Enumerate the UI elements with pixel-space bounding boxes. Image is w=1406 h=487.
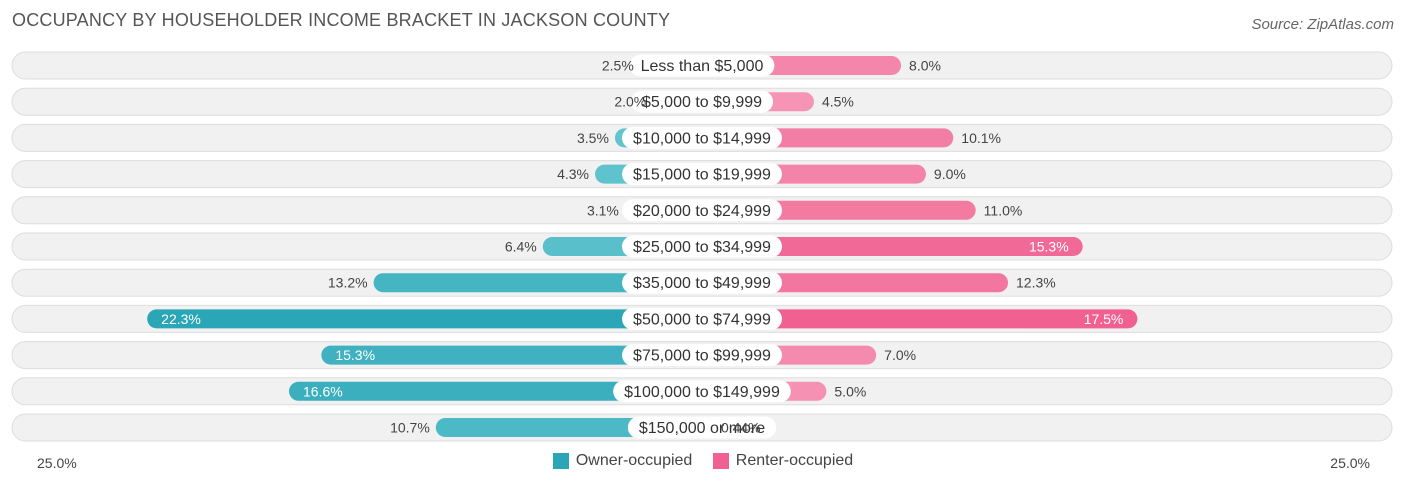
category-label: $35,000 to $49,999 bbox=[633, 275, 771, 292]
legend-label-renter: Renter-occupied bbox=[735, 452, 854, 469]
category-label-pill bbox=[627, 416, 777, 439]
category-label-pill bbox=[622, 344, 782, 367]
category-label: $15,000 to $19,999 bbox=[633, 167, 771, 184]
owner-value-label: 2.0% bbox=[614, 94, 646, 110]
category-label-pill bbox=[630, 90, 774, 113]
owner-value-label: 6.4% bbox=[505, 239, 537, 255]
renter-value-label: 5.0% bbox=[834, 383, 866, 399]
renter-value-label: 8.0% bbox=[909, 58, 941, 74]
owner-bar bbox=[321, 345, 702, 365]
renter-value-label: 12.3% bbox=[1016, 275, 1056, 291]
category-label-pill bbox=[622, 307, 782, 330]
legend-item-owner: Owner-occupied bbox=[552, 452, 693, 470]
chart-title: OCCUPANCY BY HOUSEHOLDER INCOME BRACKET … bbox=[12, 10, 671, 30]
category-label-pill bbox=[622, 271, 782, 294]
source-label: Source: ZipAtlas.com bbox=[1251, 16, 1394, 33]
renter-bar bbox=[702, 309, 1138, 329]
category-label: $25,000 to $34,999 bbox=[633, 239, 771, 256]
renter-value-label: 15.3% bbox=[1029, 239, 1069, 255]
owner-value-label: 3.5% bbox=[577, 130, 609, 146]
renter-bar bbox=[702, 237, 1083, 256]
category-label-pill bbox=[629, 54, 775, 77]
owner-bar bbox=[147, 309, 702, 329]
category-label: $10,000 to $14,999 bbox=[633, 130, 771, 147]
category-label-pill bbox=[622, 163, 782, 186]
legend: Owner-occupied Renter-occupied bbox=[0, 452, 1406, 474]
owner-value-label: 10.7% bbox=[390, 420, 430, 436]
renter-value-label: 0.44% bbox=[721, 420, 761, 436]
owner-bar bbox=[288, 381, 702, 401]
legend-swatch-renter bbox=[712, 453, 729, 469]
renter-value-label: 7.0% bbox=[884, 347, 916, 363]
owner-value-label: 3.1% bbox=[587, 202, 619, 218]
category-label: $100,000 to $149,999 bbox=[624, 384, 780, 401]
owner-value-label: 2.5% bbox=[602, 58, 634, 74]
category-label: $5,000 to $9,999 bbox=[642, 94, 762, 111]
owner-value-label: 4.3% bbox=[557, 166, 589, 182]
owner-value-label: 15.3% bbox=[335, 347, 375, 363]
owner-bar bbox=[373, 273, 702, 293]
category-label: $50,000 to $74,999 bbox=[633, 311, 771, 328]
axis-label-left: 25.0% bbox=[37, 455, 77, 471]
category-label: $20,000 to $24,999 bbox=[633, 203, 771, 220]
category-label: $75,000 to $99,999 bbox=[633, 348, 771, 365]
category-label: $150,000 or more bbox=[639, 420, 765, 437]
renter-value-label: 10.1% bbox=[961, 130, 1001, 146]
renter-value-label: 17.5% bbox=[1084, 311, 1124, 327]
legend-label-owner: Owner-occupied bbox=[575, 452, 693, 469]
legend-swatch-owner bbox=[552, 453, 569, 469]
owner-value-label: 16.6% bbox=[303, 383, 343, 399]
renter-value-label: 4.5% bbox=[822, 94, 854, 110]
owner-value-label: 22.3% bbox=[161, 311, 201, 327]
category-label-pill bbox=[622, 199, 782, 222]
legend-item-renter: Renter-occupied bbox=[712, 452, 854, 470]
category-label: Less than $5,000 bbox=[641, 58, 764, 75]
axis-label-right: 25.0% bbox=[1330, 455, 1370, 471]
renter-value-label: 9.0% bbox=[934, 166, 966, 182]
category-label-pill bbox=[622, 126, 782, 149]
owner-value-label: 13.2% bbox=[328, 275, 368, 291]
category-label-pill bbox=[613, 380, 791, 403]
renter-value-label: 11.0% bbox=[984, 202, 1023, 218]
category-label-pill bbox=[622, 235, 782, 258]
